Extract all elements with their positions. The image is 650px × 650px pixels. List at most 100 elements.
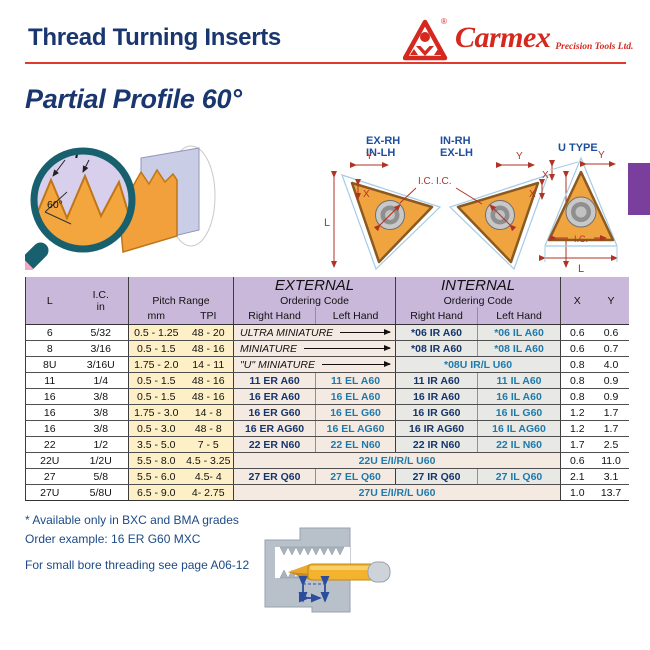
table-cell-ic: 1/2U (73, 452, 129, 469)
svg-text:I.C.: I.C. (418, 176, 434, 187)
table-cell-intL: 16 IL G60 (477, 404, 561, 421)
table-cell-extR: 22 ER N60 (233, 436, 316, 453)
table-cell-tpi: 4- 2.75 (183, 484, 234, 501)
table-cell-l: 16 (25, 420, 74, 437)
table-row: 8 3/16 0.5 - 1.5 48 - 16 MINIATURE *08 IR A60… (25, 340, 629, 357)
table-cell-y: 0.7 (593, 340, 629, 357)
insert2-label-line1: IN-RH (440, 135, 471, 147)
table-cell-mm: 0.5 - 1.5 (128, 340, 184, 357)
table-cell-ic: 3/16U (73, 356, 129, 373)
table-cell-intR: 16 IR G60 (395, 404, 478, 421)
table-cell-mm: 1.75 - 2.0 (128, 356, 184, 373)
insert-diagrams: EX-RH IN-LH IN-RH EX-LH U TYPE L Y X I.C… (324, 135, 618, 275)
table-cell-ic: 3/8 (73, 404, 129, 421)
table-cell-mm: 0.5 - 1.25 (128, 324, 184, 341)
table-cell-ic: 3/8 (73, 388, 129, 405)
table-body: 6 5/32 0.5 - 1.25 48 - 20 ULTRA MINIATURE *06… (25, 324, 629, 501)
table-cell-y: 2.5 (593, 436, 629, 453)
table-cell-x: 0.8 (560, 388, 594, 405)
col-header-pitch-range: Pitch Range (127, 277, 234, 307)
svg-text:I.C.: I.C. (436, 176, 452, 187)
miniature-label: MINIATURE (240, 342, 297, 355)
table-cell-l: 8U (25, 356, 74, 373)
table-cell-mm: 0.5 - 1.5 (128, 372, 184, 389)
table-cell-extlabel: MINIATURE (233, 340, 396, 357)
col-header-ext-right-hand: Right Hand (233, 307, 316, 325)
table-cell-tpi: 48 - 20 (183, 324, 234, 341)
table-cell-tpi: 48 - 16 (183, 372, 234, 389)
table-cell-ic: 5/8 (73, 468, 129, 485)
table-cell-y: 1.7 (593, 404, 629, 421)
col-header-int-right-hand: Right Hand (395, 307, 478, 325)
table-cell-x: 0.6 (560, 324, 594, 341)
right-arrow-icon (304, 344, 392, 351)
footnote-grades: * Available only in BXC and BMA grades (25, 513, 239, 527)
svg-text:Y: Y (366, 151, 373, 162)
ic-unit-label: in (96, 300, 105, 313)
registered-mark: ® (441, 17, 447, 26)
table-row: 16 3/8 0.5 - 3.0 48 - 8 16 ER AG60 16 EL AG60… (25, 420, 629, 437)
table-cell-l: 27 (25, 468, 74, 485)
table-cell-mm: 0.5 - 3.0 (128, 420, 184, 437)
table-cell-fullspan: 27U E/I/R/L U60 (233, 484, 561, 501)
carmex-emblem-icon: ® (403, 17, 448, 61)
table-cell-tpi: 4.5- 4 (183, 468, 234, 485)
table-row: 22U 1/2U 5.5 - 8.0 4.5 - 3.25 22U E/I/R/L U6… (25, 452, 629, 469)
table-cell-extR: 16 ER A60 (233, 388, 316, 405)
miniature-label: "U" MINIATURE (240, 358, 315, 371)
col-header-x: X (560, 277, 594, 325)
internal-ordering-code: Ordering Code (395, 294, 561, 307)
table-cell-mm: 5.5 - 8.0 (128, 452, 184, 469)
angle-label: 60° (47, 199, 63, 211)
table-cell-ic: 5/8U (73, 484, 129, 501)
page-tab-marker (628, 163, 650, 215)
table-cell-mm: 5.5 - 6.0 (128, 468, 184, 485)
insert-u-type: Y X I.C. L (539, 150, 618, 275)
motion-arrows (298, 576, 330, 603)
table-cell-x: 0.8 (560, 372, 594, 389)
right-arrow-icon (340, 328, 391, 335)
col-header-int-left-hand: Left Hand (477, 307, 561, 325)
table-row: 11 1/4 0.5 - 1.5 48 - 16 11 ER A60 11 EL A60 1… (25, 372, 629, 389)
table-cell-extL: 27 EL Q60 (315, 468, 396, 485)
table-cell-l: 27U (25, 484, 74, 501)
svg-text:I.C.: I.C. (574, 234, 588, 244)
table-row: 27U 5/8U 6.5 - 9.0 4- 2.75 27U E/I/R/L U60 1.… (25, 484, 629, 501)
table-cell-tpi: 48 - 8 (183, 420, 234, 437)
table-cell-y: 3.1 (593, 468, 629, 485)
col-header-y: Y (593, 277, 629, 325)
table-cell-l: 16 (25, 388, 74, 405)
table-cell-intL: 27 IL Q60 (477, 468, 561, 485)
table-row: 27 5/8 5.5 - 6.0 4.5- 4 27 ER Q60 27 EL Q60 27… (25, 468, 629, 485)
col-header-external: EXTERNAL (233, 277, 396, 294)
page-title: Thread Turning Inserts (28, 24, 281, 51)
table-cell-tpi: 4.5 - 3.25 (183, 452, 234, 469)
insert1-label-line1: EX-RH (366, 135, 400, 147)
table-cell-extL: 16 EL A60 (315, 388, 396, 405)
table-cell-x: 2.1 (560, 468, 594, 485)
table-cell-x: 1.0 (560, 484, 594, 501)
table-cell-y: 0.9 (593, 372, 629, 389)
insert1-label-line2: IN-LH (366, 147, 395, 159)
table-cell-intR: 16 IR AG60 (395, 420, 478, 437)
magnifier-illustration: P 60° (25, 145, 216, 270)
magnifier-handle (25, 242, 49, 270)
table-cell-mm: 3.5 - 5.0 (128, 436, 184, 453)
table-cell-intL: *06 IL A60 (477, 324, 561, 341)
lens-rim (30, 147, 136, 253)
table-row: 8U 3/16U 1.75 - 2.0 14 - 11 "U" MINIATURE *08… (25, 356, 629, 373)
svg-text:L: L (578, 263, 584, 275)
table-cell-intL: 16 IL AG60 (477, 420, 561, 437)
table-cell-extL: 22 EL N60 (315, 436, 396, 453)
col-header-mm: mm (128, 307, 184, 325)
svg-text:X: X (542, 170, 549, 181)
table-cell-intR: 27 IR Q60 (395, 468, 478, 485)
table-cell-mm: 0.5 - 1.5 (128, 388, 184, 405)
col-header-internal: INTERNAL (395, 277, 561, 294)
col-header-ic: I.C. in (73, 277, 129, 325)
footnote-small-bore: For small bore threading see page A06-12 (25, 558, 250, 572)
table-cell-ic: 5/32 (73, 324, 129, 341)
table-cell-y: 4.0 (593, 356, 629, 373)
table-cell-l: 22 (25, 436, 74, 453)
table-cell-y: 13.7 (593, 484, 629, 501)
